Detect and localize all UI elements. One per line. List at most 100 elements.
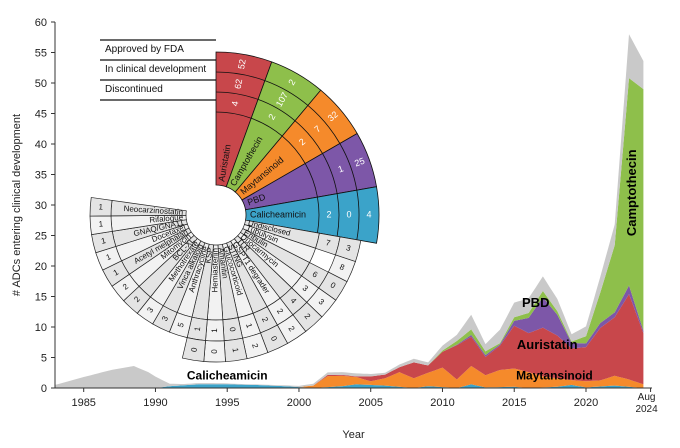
wheel-ring-line (336, 193, 340, 237)
x-tick-label: 1995 (215, 397, 239, 409)
y-tick-label: 10 (35, 322, 47, 334)
wheel-ring-line (257, 99, 296, 122)
legend-row-label: In clinical development (105, 64, 206, 75)
wheel-value-bcl-xl: 2 (132, 294, 142, 304)
wheel-value-hemiasterlin: 1 (210, 328, 219, 333)
y-tick-label: 60 (35, 17, 47, 29)
wheel-value-vinca-alkaloid: 3 (160, 314, 170, 322)
wheel-ring-line (294, 120, 323, 154)
wheel-value-calicheamicin: 4 (366, 209, 371, 219)
wheel-label-neocarzinostatin: Neocarzinostatin (123, 204, 183, 217)
wheel-value-methotrexate: 3 (145, 305, 155, 314)
wheel-value-gspt1-degrader: 2 (275, 307, 285, 316)
x-tick-label: 2010 (430, 397, 454, 409)
wheel-ring-line (317, 197, 320, 233)
series-label-auristatin: Auristatin (517, 337, 578, 352)
wheel-value-tlr: 4 (289, 296, 299, 306)
wheel-ring-line (264, 80, 309, 106)
wheel-value-glucocorticoid: 2 (250, 342, 260, 349)
payload-wheel: Auristatin46252Camptothecin21072Maytansi… (89, 39, 380, 363)
wheel-value-eribulin: 0 (329, 280, 338, 290)
x-axis-title: Year (342, 429, 365, 441)
wheel-ring-line (307, 105, 341, 144)
wheel-value-calicheamicin: 2 (326, 209, 331, 219)
area-auristatin (55, 294, 644, 388)
wheel-ring-line (281, 135, 306, 164)
wheel-value-gnaq-gna11: 1 (100, 236, 107, 246)
wheel-value-undisclosed: 7 (325, 238, 332, 248)
wheel-label-ksp: KSP (204, 247, 215, 264)
wheel-value-amanitin: 1 (231, 347, 241, 353)
x-tick-label: 2000 (287, 397, 311, 409)
wheel-value-ksp: 0 (189, 346, 199, 352)
wheel-value-tlr: 2 (303, 312, 313, 322)
x-tick-label: 2015 (502, 397, 526, 409)
wheel-ring-line (304, 163, 318, 198)
legend-row-label: Approved by FDA (105, 44, 184, 55)
wheel-value-sting: 2 (260, 316, 270, 324)
x-tick-label-year: 2024 (635, 404, 658, 415)
wheel-ring-line (339, 143, 358, 191)
area-calicheamicin (55, 384, 644, 388)
y-axis-title: # ADCs entering clinical development (11, 114, 23, 296)
wheel-value-auristatin: 62 (233, 78, 245, 90)
series-label-pbd: PBD (522, 295, 549, 310)
y-tick-label: 25 (35, 231, 47, 243)
wheel-value-undisclosed: 3 (345, 243, 352, 253)
wheel-value-tubulysin: 8 (338, 262, 346, 272)
wheel-value-hemiasterlin: 0 (210, 349, 219, 354)
wheel-value-docetaxel: 1 (105, 252, 113, 262)
y-tick-label: 30 (35, 200, 47, 212)
series-labels: Calicheamicin Maytansinoid Auristatin PBD Ca… (187, 149, 639, 382)
wheel-value-ksp: 1 (193, 326, 203, 332)
wheel-value-auristatin: 4 (230, 100, 241, 107)
wheel-ring-line (215, 91, 259, 100)
legend-row-label: Discontinued (105, 84, 163, 95)
area-maytansinoid (55, 366, 644, 388)
wheel-value-sting: 0 (269, 335, 279, 343)
wheel-value-auristatin: 52 (236, 58, 248, 70)
wheel-value-calicheamicin: 0 (346, 209, 351, 219)
y-tick-label: 50 (35, 78, 47, 90)
wheel-value-amanitin: 0 (228, 327, 238, 333)
y-tick-label: 5 (41, 353, 47, 365)
wheel-label-hemiasterlin: Hemiasterlin (210, 248, 219, 293)
wheel-value-camptothecin: 2 (266, 112, 277, 121)
y-tick-label: 35 (35, 170, 47, 182)
series-label-maytansinoid: Maytansinoid (516, 368, 593, 382)
x-tick-label: 2020 (574, 397, 598, 409)
wheel-value-anthracycline: 5 (176, 321, 186, 328)
x-tick-label: 1985 (71, 397, 95, 409)
wheel-value-camptothecin: 2 (286, 78, 297, 87)
wheel-value-duocarmycin: 3 (301, 284, 311, 294)
stacked-areas (55, 34, 644, 388)
y-tick-label: 0 (41, 383, 47, 395)
wheel-value-maytansinoid: 7 (312, 124, 322, 135)
wheel-ring-line (215, 71, 266, 81)
wheel-ring-line (356, 190, 360, 240)
x-tick-label: 2005 (358, 397, 382, 409)
wheel-value-glucocorticoid: 1 (244, 322, 254, 329)
series-label-calicheamicin: Calicheamicin (187, 368, 268, 382)
y-tick-label: 20 (35, 261, 47, 273)
wheel-gray-cell-ksp (181, 337, 206, 362)
y-tick-label: 55 (35, 48, 47, 60)
wheel-ring-line (251, 117, 283, 137)
wheel-value-acetyl-melphalan: 1 (112, 267, 121, 277)
wheel-gray-cell-neocarzinostatin (89, 197, 113, 217)
wheel-ring-line (322, 153, 338, 194)
wheel-value-pbd: 1 (337, 163, 345, 174)
wheel-value-eribulin: 6 (311, 269, 320, 279)
wheel-value-pbd: 25 (353, 156, 366, 169)
series-label-camptothecin: Camptothecin (624, 149, 639, 236)
y-tick-label: 40 (35, 139, 47, 151)
wheel-value-neocarzinostatin: 1 (98, 202, 104, 211)
y-tick-label: 15 (35, 292, 47, 304)
wheel-value-maytansinoid: 2 (297, 136, 307, 147)
wheel-label-calicheamicin: Calicheamicin (250, 209, 306, 219)
wheel-label-rifalogue: Rifalogue (149, 213, 184, 225)
wheel-value-maytansinoid: 32 (326, 109, 340, 123)
y-tick-label: 45 (35, 109, 47, 121)
